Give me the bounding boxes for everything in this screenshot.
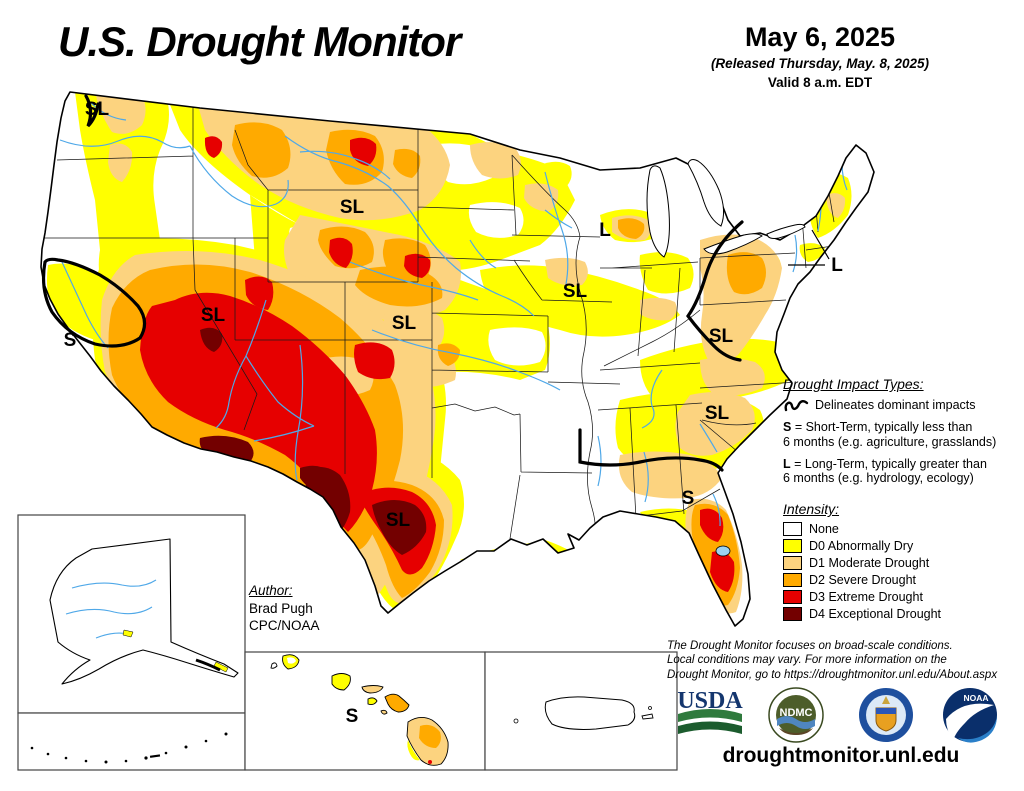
maui (384, 693, 410, 713)
puerto-rico-outline (544, 696, 636, 730)
impact-label-midatlantic: SL (709, 326, 734, 347)
disclaimer: The Drought Monitor focuses on broad-sca… (667, 639, 1019, 682)
legend-label-d0: D0 Abnormally Dry (809, 539, 914, 553)
legend-row-d2: D2 Severe Drought (783, 573, 1023, 587)
swatch-d2 (783, 573, 802, 587)
disclaimer-line1: The Drought Monitor focuses on broad-sca… (667, 640, 953, 652)
legend-label-d1: D1 Moderate Drought (809, 556, 930, 570)
short-term-letter: S (783, 420, 792, 434)
puerto-rico-inset (484, 651, 678, 771)
usda-logo: USDA (677, 688, 743, 734)
legend-row-d4: D4 Exceptional Drought (783, 607, 1023, 621)
impact-label-southeast: SL (705, 403, 730, 424)
page-title: U.S. Drought Monitor (58, 18, 461, 65)
legend-label-d2: D2 Severe Drought (809, 573, 917, 587)
hawaii-inset (244, 651, 486, 771)
map-date: May 6, 2025 (744, 22, 896, 52)
map-date-block: May 6, 2025 (Released Thursday, May. 8, … (688, 22, 952, 90)
impact-types-heading: Drought Impact Types: (783, 376, 924, 392)
swatch-d3 (783, 590, 802, 604)
legend-label-none: None (809, 522, 839, 536)
legend-label-d3: D3 Extreme Drought (809, 590, 923, 604)
impact-label-plains: SL (392, 313, 417, 334)
short-term-line2: 6 months (e.g. agriculture, grasslands) (783, 434, 997, 449)
short-term-line1: = Short-Term, typically less than (791, 420, 973, 434)
delineates-text: Delineates dominant impacts (815, 398, 976, 412)
impact-label-washington: SL (85, 99, 110, 120)
release-date: (Released Thursday, May. 8, 2025) (710, 56, 930, 71)
long-term-letter: L (783, 456, 791, 471)
ndmc-logo: NDMC (768, 687, 824, 743)
author-block: Author: Brad Pugh CPC/NOAA (249, 582, 320, 635)
long-term-definition: L = Long-Term, typically greater than 6 … (783, 457, 1023, 487)
impact-label-california: S (64, 330, 77, 351)
valid-time: Valid 8 a.m. EDT (767, 75, 873, 90)
intensity-legend: Intensity: None D0 Abnormally Dry D1 Mod… (783, 501, 1023, 624)
author-heading: Author: (249, 583, 293, 598)
delineation-squiggle-icon (784, 400, 809, 412)
svg-text:NOAA: NOAA (963, 693, 988, 703)
conus-region (40, 91, 875, 627)
svg-text:NDMC: NDMC (780, 707, 813, 719)
legend-row-d1: D1 Moderate Drought (783, 556, 1023, 570)
vieques (641, 713, 654, 720)
disclaimer-line2: Local conditions may vary. For more info… (667, 654, 947, 667)
niihau (270, 662, 278, 669)
lake-okeechobee (715, 545, 731, 557)
impact-label-utah: SL (201, 305, 226, 326)
molokai (361, 685, 384, 694)
great-lakes (646, 159, 806, 258)
culebra (648, 706, 652, 710)
long-term-line1: = Long-Term, typically greater than (790, 456, 987, 471)
swatch-none (783, 522, 802, 536)
impact-label-hawaii: S (346, 706, 359, 727)
intensity-heading: Intensity: (783, 501, 840, 517)
big-island-d3 (428, 760, 432, 764)
conus-outline (40, 91, 875, 627)
drought-monitor-url: droughtmonitor.unl.edu (722, 744, 960, 767)
aleutian-islands (30, 732, 228, 764)
kahoolawe (380, 709, 388, 715)
impact-delineation-lines (41, 94, 744, 472)
swatch-d0 (783, 539, 802, 553)
legend-row-none: None (783, 522, 1023, 536)
noaa-logo: NOAA (943, 688, 997, 743)
label-leader-lines (788, 229, 830, 266)
state-borders (42, 96, 847, 546)
author-name: Brad Pugh (249, 600, 313, 616)
swatch-d4 (783, 607, 802, 621)
big-island-d0 (407, 740, 420, 761)
impact-label-florida: S (682, 488, 695, 509)
agency-logos: USDA NDMC (670, 686, 1010, 744)
legend-row-d0: D0 Abnormally Dry (783, 539, 1023, 553)
alaska-d0-patches (122, 629, 229, 673)
alaska-panhandle (195, 658, 221, 672)
commerce-seal-icon (859, 688, 913, 742)
alaska-inset (17, 514, 246, 771)
short-term-definition: S = Short-Term, typically less than 6 mo… (783, 420, 1023, 450)
kauai-center (287, 657, 296, 664)
author-org: CPC/NOAA (249, 618, 320, 634)
lanai (367, 697, 378, 706)
legend-label-d4: D4 Exceptional Drought (809, 607, 942, 621)
impact-label-northeast: L (831, 255, 843, 276)
impact-label-michigan: L (599, 220, 611, 241)
swatch-d1 (783, 556, 802, 570)
impact-types-legend: Drought Impact Types: Delineates dominan… (783, 376, 1023, 486)
disclaimer-line3: Drought Monitor, go to https://droughtmo… (667, 668, 998, 681)
legend-row-d3: D3 Extreme Drought (783, 590, 1023, 604)
impact-label-texas: SL (386, 510, 411, 531)
oahu (331, 673, 351, 691)
impact-label-montana: SL (340, 197, 365, 218)
mona (513, 718, 519, 724)
long-term-line2: 6 months (e.g. hydrology, ecology) (783, 471, 974, 486)
big-island-d2 (419, 724, 441, 748)
impact-label-midwest: SL (563, 281, 588, 302)
